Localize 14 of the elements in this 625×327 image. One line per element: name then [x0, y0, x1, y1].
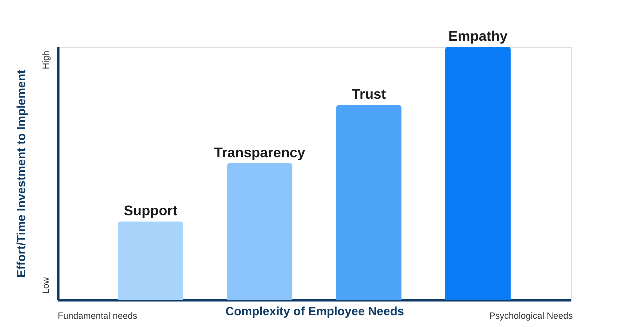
text: Low	[41, 276, 51, 294]
text: Fundamental needs	[58, 311, 138, 321]
text: Psychological Needs	[489, 311, 574, 321]
bar	[445, 47, 511, 300]
text: High	[41, 51, 51, 70]
bar	[336, 105, 402, 300]
x-axis-title: Complexity of Employee Needs	[226, 304, 405, 318]
bar	[118, 222, 184, 300]
x-tick-label: Trust	[352, 86, 387, 102]
x-tick-label: Support	[124, 202, 178, 219]
y-axis-title: Effort/Time Investment to Implement	[14, 70, 28, 278]
x-tick-label: Transparency	[214, 144, 306, 160]
bar	[227, 163, 293, 300]
x-tick-label: Empathy	[448, 28, 508, 44]
